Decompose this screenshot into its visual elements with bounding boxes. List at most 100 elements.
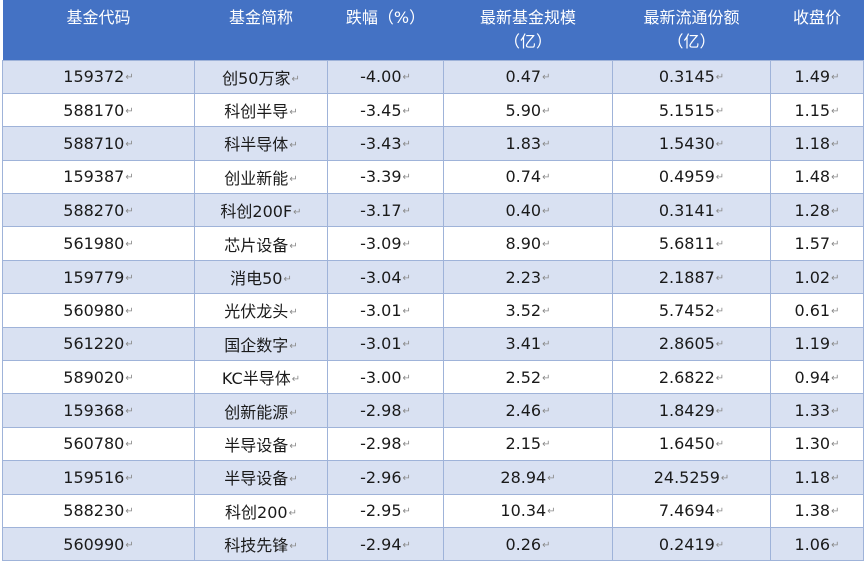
- paragraph-mark-icon: ↵: [125, 239, 134, 251]
- paragraph-mark-icon: ↵: [289, 173, 298, 185]
- cell-circulating-shares: 5.6811↵: [612, 226, 771, 261]
- cell-text: 科技先锋: [224, 536, 289, 556]
- cell-text: 589020: [63, 367, 125, 387]
- paragraph-mark-icon: ↵: [289, 340, 298, 352]
- cell-fund-name: 创新能源↵: [194, 393, 328, 428]
- cell-fund-size: 1.83↵: [443, 126, 613, 161]
- cell-fund-name: KC半导体↵: [194, 360, 328, 395]
- header-fund-size: 最新基金规模 （亿）: [443, 0, 613, 60]
- cell-text: 2.46: [505, 401, 542, 421]
- cell-text: 0.74: [505, 167, 542, 187]
- cell-text: 1.02: [794, 267, 831, 287]
- cell-text: 0.2419: [658, 534, 715, 554]
- cell-decline-pct: -3.09↵: [327, 226, 444, 261]
- table-row: 560780↵ 半导设备↵ -2.98↵ 2.15↵ 1.6450↵ 1.30↵: [2, 426, 864, 462]
- cell-decline-pct: -3.43↵: [327, 126, 444, 161]
- header-text: 基金简称: [228, 8, 293, 27]
- paragraph-mark-icon: ↵: [402, 506, 411, 518]
- cell-fund-code: 560990↵: [2, 526, 195, 561]
- table-row: 159372↵ 创50万家↵ -4.00↵ 0.47↵ 0.3145↵ 1.49↵: [2, 59, 864, 94]
- paragraph-mark-icon: ↵: [125, 406, 134, 418]
- cell-close-price: 1.30↵: [770, 426, 864, 462]
- cell-decline-pct: -4.00↵: [327, 59, 444, 94]
- cell-decline-pct: -3.01↵: [327, 326, 444, 362]
- paragraph-mark-icon: ↵: [402, 138, 411, 150]
- cell-close-price: 1.48↵: [770, 159, 864, 195]
- cell-text: 创业新能: [224, 168, 289, 188]
- cell-text: 3.41: [505, 334, 542, 354]
- cell-fund-size: 0.26↵: [443, 526, 613, 561]
- cell-text: 消电50: [230, 269, 283, 289]
- cell-text: 159779: [63, 267, 125, 287]
- cell-fund-code: 588710↵: [2, 126, 195, 161]
- cell-text: 2.8605: [658, 334, 715, 354]
- cell-close-price: 1.33↵: [770, 393, 864, 428]
- cell-text: 5.90: [505, 100, 542, 120]
- cell-text: 5.7452: [658, 300, 715, 320]
- paragraph-mark-icon: ↵: [125, 305, 134, 317]
- table-body: 159372↵ 创50万家↵ -4.00↵ 0.47↵ 0.3145↵ 1.49↵ 5881…: [2, 59, 864, 561]
- cell-fund-name: 光伏龙头↵: [194, 293, 328, 328]
- paragraph-mark-icon: ↵: [402, 172, 411, 184]
- paragraph-mark-icon: ↵: [715, 272, 725, 284]
- cell-fund-size: 2.23↵: [443, 259, 613, 295]
- paragraph-mark-icon: ↵: [542, 239, 551, 251]
- cell-text: 560990: [63, 534, 125, 554]
- paragraph-mark-icon: ↵: [720, 472, 730, 484]
- cell-text: 1.38: [794, 501, 831, 521]
- cell-text: 1.57: [794, 234, 831, 254]
- cell-text: 科创200F: [220, 202, 293, 222]
- cell-text: 1.48: [794, 167, 831, 187]
- cell-text: 7.4694: [658, 501, 715, 521]
- cell-text: 创新能源: [224, 402, 289, 422]
- paragraph-mark-icon: ↵: [125, 72, 134, 84]
- paragraph-mark-icon: ↵: [831, 506, 840, 518]
- paragraph-mark-icon: ↵: [715, 138, 725, 150]
- cell-circulating-shares: 1.6450↵: [612, 426, 771, 462]
- paragraph-mark-icon: ↵: [831, 172, 840, 184]
- paragraph-mark-icon: ↵: [542, 439, 551, 451]
- cell-close-price: 1.02↵: [770, 259, 864, 295]
- paragraph-mark-icon: ↵: [293, 207, 302, 219]
- cell-text: 1.19: [794, 334, 831, 354]
- cell-text: 1.30: [794, 434, 831, 454]
- paragraph-mark-icon: ↵: [542, 138, 551, 150]
- cell-text: -3.01: [360, 334, 402, 354]
- cell-close-price: 0.94↵: [770, 360, 864, 395]
- paragraph-mark-icon: ↵: [715, 172, 725, 184]
- paragraph-mark-icon: ↵: [715, 372, 725, 384]
- header-fund-name: 基金简称: [194, 0, 328, 60]
- paragraph-mark-icon: ↵: [715, 205, 725, 217]
- cell-circulating-shares: 7.4694↵: [612, 493, 771, 528]
- paragraph-mark-icon: ↵: [125, 439, 134, 451]
- paragraph-mark-icon: ↵: [402, 272, 411, 284]
- paragraph-mark-icon: ↵: [125, 105, 134, 117]
- cell-circulating-shares: 0.2419↵: [612, 526, 771, 561]
- paragraph-mark-icon: ↵: [289, 240, 298, 252]
- paragraph-mark-icon: ↵: [402, 239, 411, 251]
- cell-text: 科创半导: [224, 102, 289, 122]
- paragraph-mark-icon: ↵: [291, 374, 301, 386]
- cell-text: 159516: [63, 467, 125, 487]
- cell-fund-name: 科创半导↵: [194, 92, 328, 128]
- cell-close-price: 1.57↵: [770, 226, 864, 261]
- paragraph-mark-icon: ↵: [402, 439, 411, 451]
- paragraph-mark-icon: ↵: [831, 72, 840, 84]
- cell-fund-code: 588170↵: [2, 92, 195, 128]
- paragraph-mark-icon: ↵: [542, 105, 551, 117]
- paragraph-mark-icon: ↵: [831, 205, 840, 217]
- table-row: 159387↵ 创业新能↵ -3.39↵ 0.74↵ 0.4959↵ 1.48↵: [2, 159, 864, 195]
- cell-fund-size: 8.90↵: [443, 226, 613, 261]
- cell-fund-name: 半导设备↵: [194, 460, 328, 495]
- paragraph-mark-icon: ↵: [542, 339, 551, 351]
- paragraph-mark-icon: ↵: [125, 472, 134, 484]
- paragraph-mark-icon: ↵: [542, 272, 551, 284]
- cell-decline-pct: -3.45↵: [327, 92, 444, 128]
- paragraph-mark-icon: ↵: [402, 105, 411, 117]
- cell-decline-pct: -2.98↵: [327, 426, 444, 462]
- table-row: 560980↵ 光伏龙头↵ -3.01↵ 3.52↵ 5.7452↵ 0.61↵: [2, 293, 864, 328]
- paragraph-mark-icon: ↵: [402, 339, 411, 351]
- paragraph-mark-icon: ↵: [715, 305, 725, 317]
- header-close-price: 收盘价: [770, 0, 864, 60]
